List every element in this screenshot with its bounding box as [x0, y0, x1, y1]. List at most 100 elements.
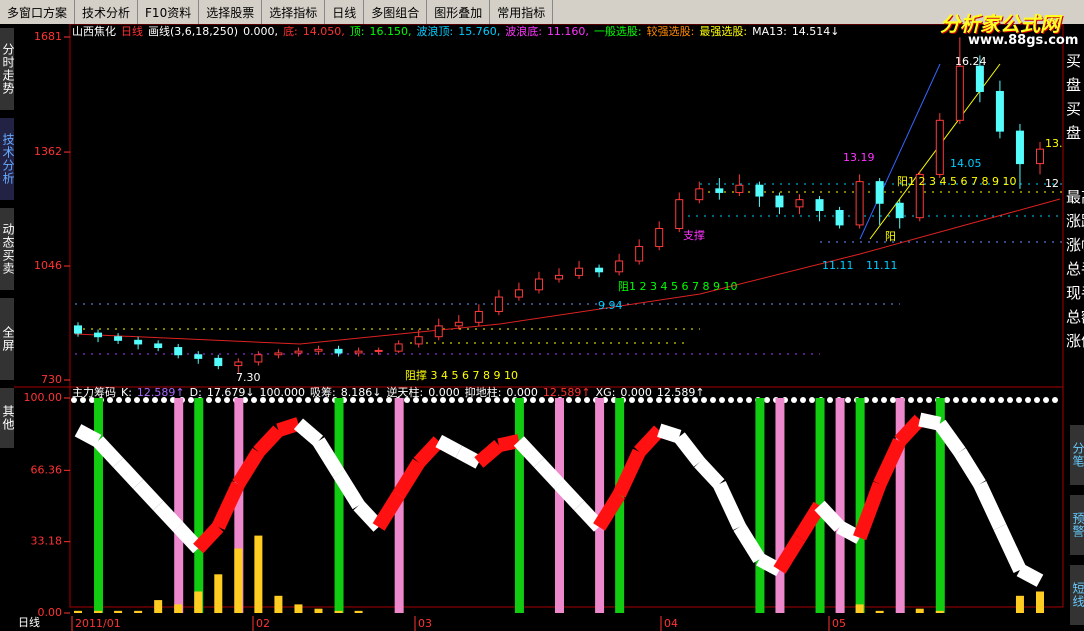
side-tab[interactable]: 技术分析	[0, 118, 15, 200]
dot	[269, 397, 275, 403]
dot	[143, 397, 149, 403]
menu-item[interactable]: 多图组合	[364, 0, 428, 24]
dot	[566, 397, 572, 403]
dot	[152, 397, 158, 403]
annotation: 13.19	[843, 151, 875, 164]
header-text: 波浪底:	[505, 24, 542, 38]
candle-body	[94, 332, 103, 338]
annotation: 阳	[885, 230, 896, 243]
dot	[359, 397, 365, 403]
dot	[656, 397, 662, 403]
k-segment	[392, 458, 425, 499]
right-label: 盘	[1066, 76, 1082, 94]
absorb-bar	[214, 574, 223, 613]
dot	[323, 397, 329, 403]
candle-body	[1036, 148, 1044, 165]
right-tab[interactable]: 短线	[1070, 565, 1084, 625]
k-segment	[193, 522, 224, 554]
candle-body	[695, 188, 704, 201]
signal-bar	[595, 398, 605, 613]
k-segment	[814, 500, 845, 532]
annotation: 12	[1045, 177, 1059, 190]
menu-item[interactable]: 日线	[325, 0, 365, 24]
candle-body	[555, 274, 563, 280]
k-segment	[894, 414, 925, 446]
k-segment	[553, 479, 585, 511]
candle-body	[895, 202, 904, 219]
dot	[89, 397, 95, 403]
dot	[71, 397, 77, 403]
k-segment	[153, 500, 184, 532]
dot	[467, 397, 473, 403]
k-segment	[513, 436, 545, 468]
candle-body	[374, 349, 383, 352]
k-segment	[455, 445, 483, 469]
right-tab[interactable]: 分笔	[1070, 425, 1084, 485]
header-text: 12.589↑	[137, 386, 185, 399]
candle-body	[575, 267, 584, 276]
k-segment	[673, 432, 705, 467]
menu-item[interactable]: 选择股票	[199, 0, 263, 24]
dot	[404, 397, 410, 403]
y-tick-label: 730	[41, 373, 62, 386]
header-text: 12.589↑	[543, 386, 591, 399]
candle-body	[635, 246, 644, 262]
dot	[1034, 397, 1040, 403]
side-tab[interactable]: 其他	[0, 388, 15, 448]
k-segment	[873, 438, 907, 487]
menu-item[interactable]: 常用指标	[490, 0, 554, 24]
annotation: 7.30	[236, 371, 261, 384]
header-text: 逆天柱:	[386, 385, 423, 399]
absorb-bar	[154, 600, 163, 613]
candle-body	[154, 343, 163, 349]
dot	[305, 397, 311, 403]
menu-item[interactable]: 多窗口方案	[0, 0, 76, 24]
candle-body	[534, 278, 543, 291]
signal-bar	[555, 398, 564, 613]
candle-body	[174, 347, 183, 356]
absorb-bar	[194, 591, 203, 613]
side-tab[interactable]: 动态买卖	[0, 208, 15, 290]
absorb-bar	[314, 608, 323, 613]
dot	[1043, 397, 1049, 403]
k-segment	[934, 419, 966, 456]
menu-item[interactable]: 技术分析	[75, 0, 139, 24]
right-tab[interactable]: 预警	[1070, 495, 1084, 555]
dot	[242, 397, 248, 403]
side-tab[interactable]: 全屏	[0, 298, 15, 380]
right-label: 最高	[1066, 188, 1084, 206]
dot	[971, 397, 977, 403]
dot	[800, 397, 806, 403]
dot	[215, 397, 221, 403]
side-tab[interactable]: 分时走势	[0, 28, 15, 110]
absorb-bar	[254, 535, 263, 613]
dot	[413, 397, 419, 403]
menu-item[interactable]: 图形叠加	[427, 0, 491, 24]
candle-body	[254, 354, 263, 363]
k-segment	[435, 434, 463, 458]
right-label: 涨幅	[1066, 236, 1084, 254]
dot	[134, 397, 140, 403]
candle-body	[454, 321, 463, 327]
dot	[260, 397, 266, 403]
k-segment	[593, 491, 626, 531]
signal-bar	[174, 398, 184, 613]
header-text: 吸筹:	[310, 385, 336, 399]
annotation: 阻撑 3 4 5 6 7 8 9 10	[405, 368, 518, 382]
dot	[638, 397, 644, 403]
k-segment	[973, 481, 1007, 530]
signal-bar	[895, 398, 905, 613]
dot	[980, 397, 986, 403]
annotation: 14.05	[950, 157, 982, 170]
absorb-bar	[274, 595, 283, 613]
absorb-bar	[134, 610, 143, 613]
menu-item[interactable]: 选择指标	[262, 0, 326, 24]
signal-bar	[935, 398, 945, 613]
absorb-bar	[234, 548, 243, 613]
menu-item[interactable]: F10资料	[138, 0, 200, 24]
candle-body	[915, 173, 924, 219]
dot	[80, 397, 86, 403]
x-tick-label: 05	[832, 617, 846, 630]
header-text: 一般选股:	[594, 25, 642, 38]
